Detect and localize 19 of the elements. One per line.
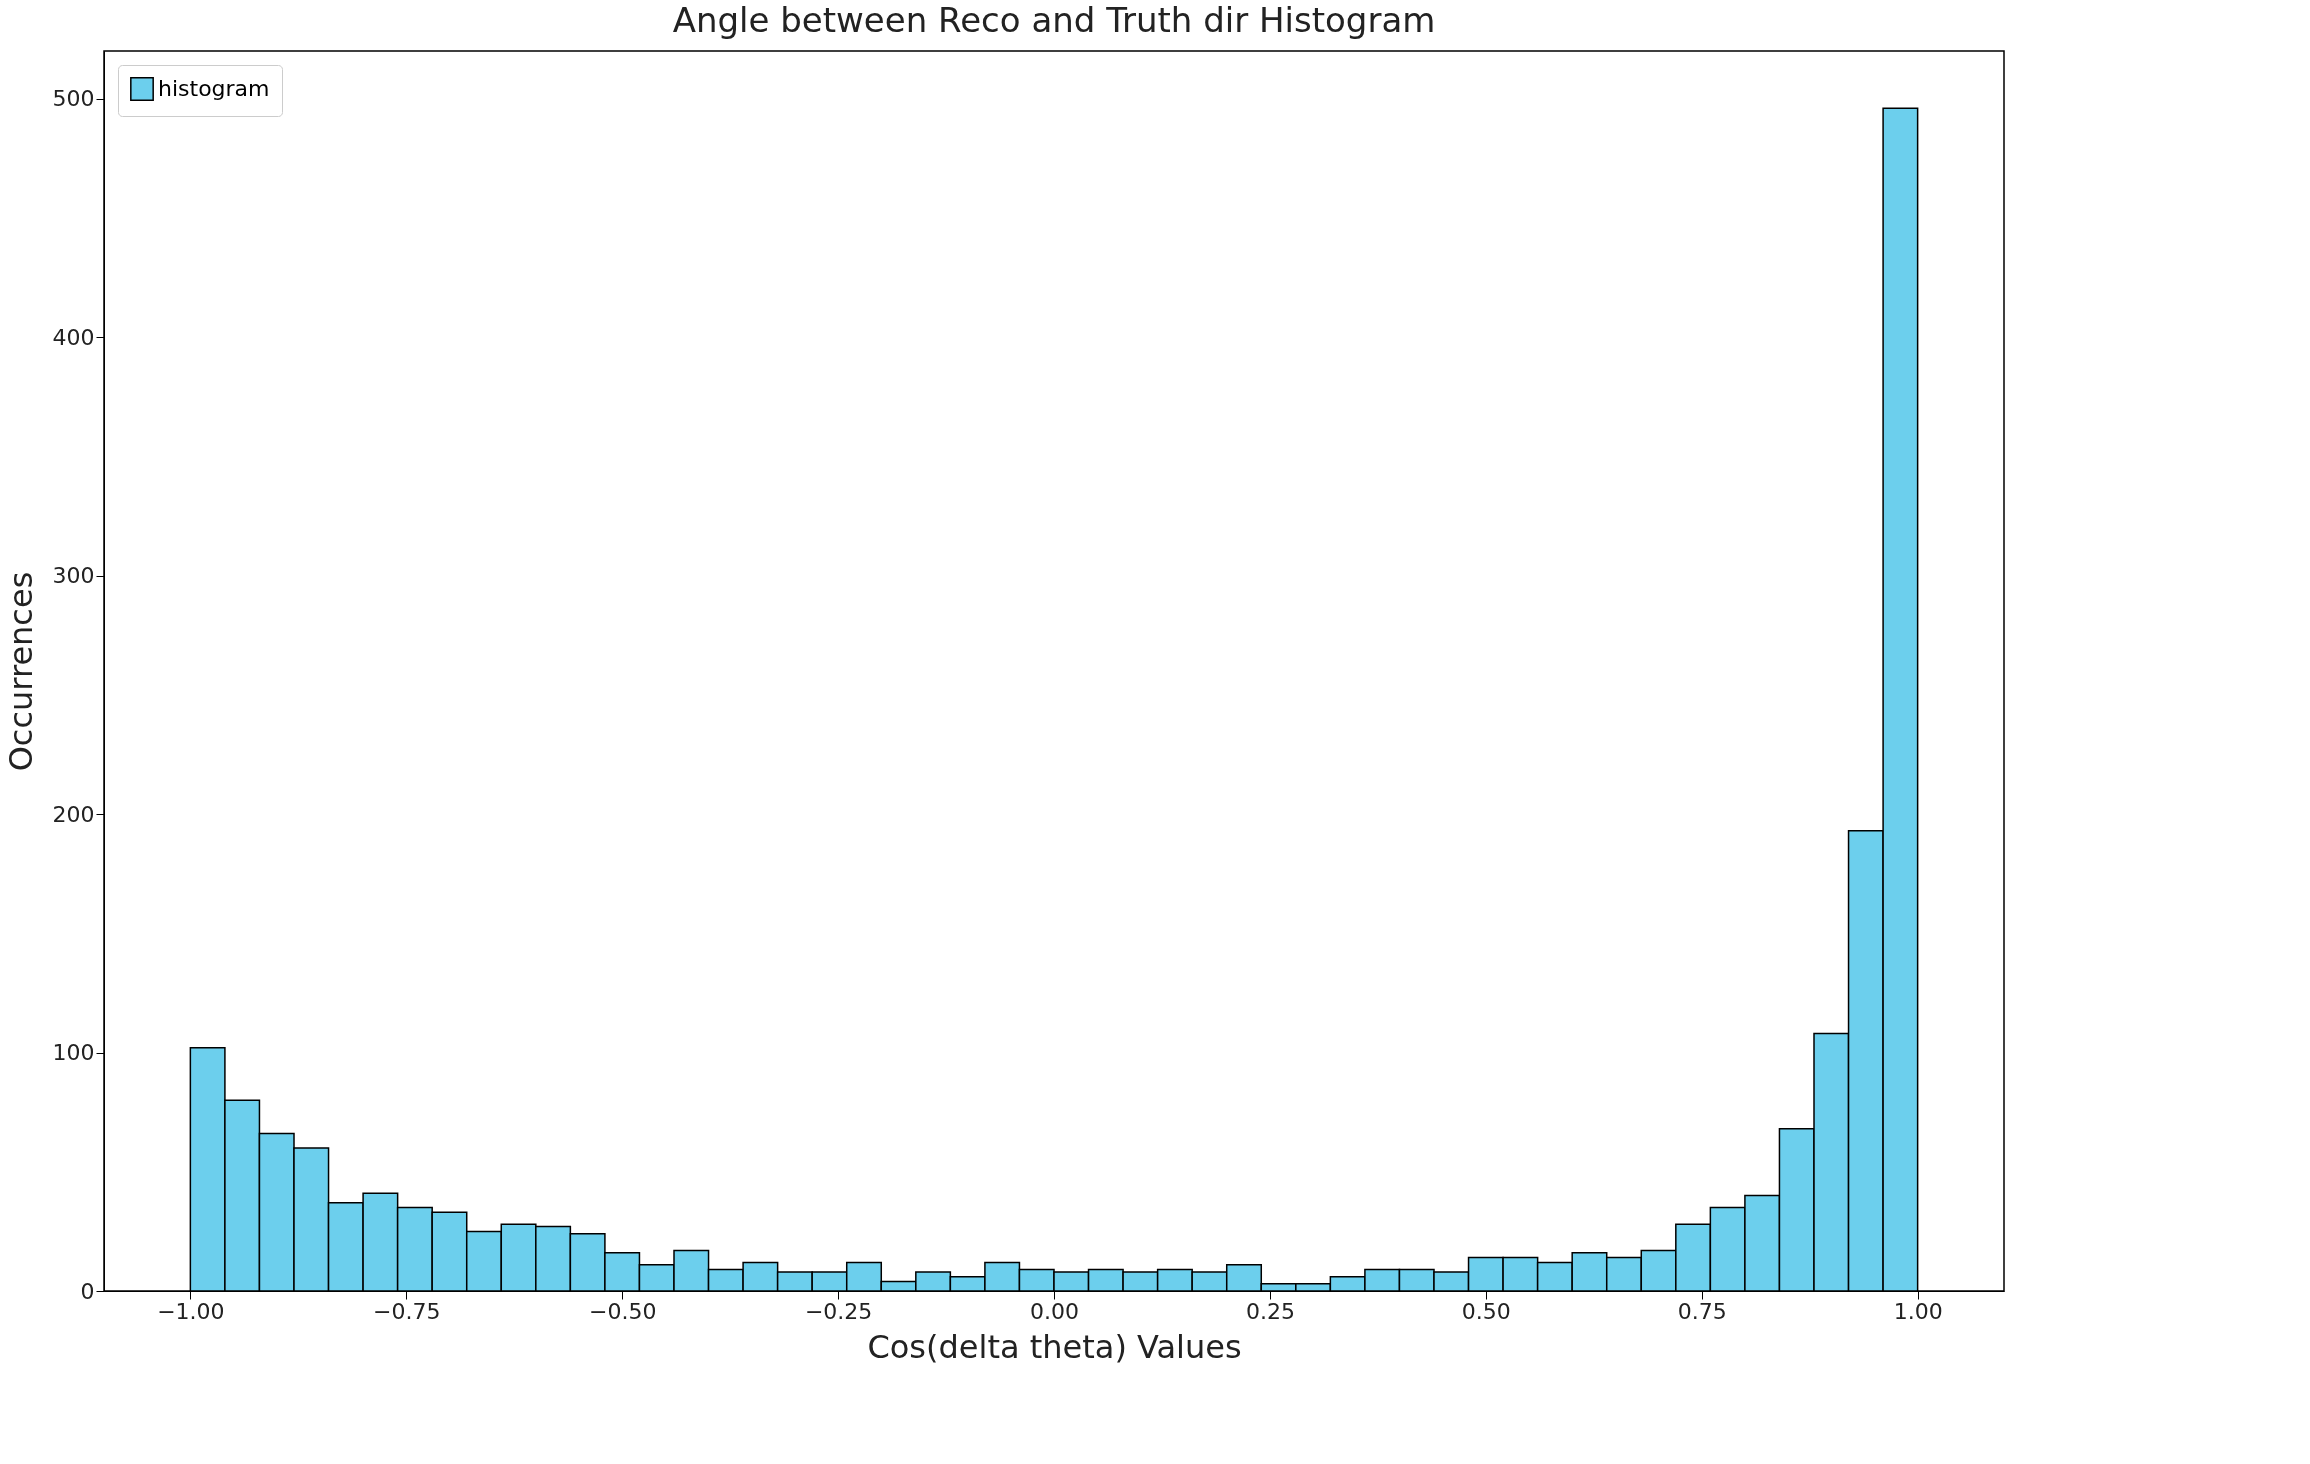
x-tick-label: 1.00: [1893, 1298, 1943, 1324]
y-tick-label: 300: [52, 563, 95, 589]
x-tick-label: 0.75: [1677, 1298, 1727, 1324]
y-tick-label: 400: [52, 324, 95, 350]
x-tick-label: 0.25: [1245, 1298, 1295, 1324]
x-axis-title: Cos(delta theta) Values: [867, 1327, 1242, 1366]
x-tick-label: 0.00: [1030, 1298, 1079, 1324]
legend-label: histogram: [158, 76, 270, 101]
y-tick-label: 0: [80, 1278, 95, 1304]
x-tick-label: −0.50: [588, 1298, 657, 1324]
x-tick-label: 0.50: [1461, 1298, 1511, 1324]
x-tick-label: −0.25: [804, 1298, 873, 1324]
y-tick-label: 500: [52, 86, 95, 112]
x-tick-label: −0.75: [373, 1298, 441, 1324]
y-tick-label: 200: [52, 801, 95, 827]
x-tick-label: −1.00: [157, 1298, 225, 1324]
y-axis-title: Occurrences: [1, 571, 40, 772]
chart-title: Angle between Reco and Truth dir Histogram: [672, 0, 1436, 40]
y-tick-label: 100: [52, 1040, 95, 1066]
